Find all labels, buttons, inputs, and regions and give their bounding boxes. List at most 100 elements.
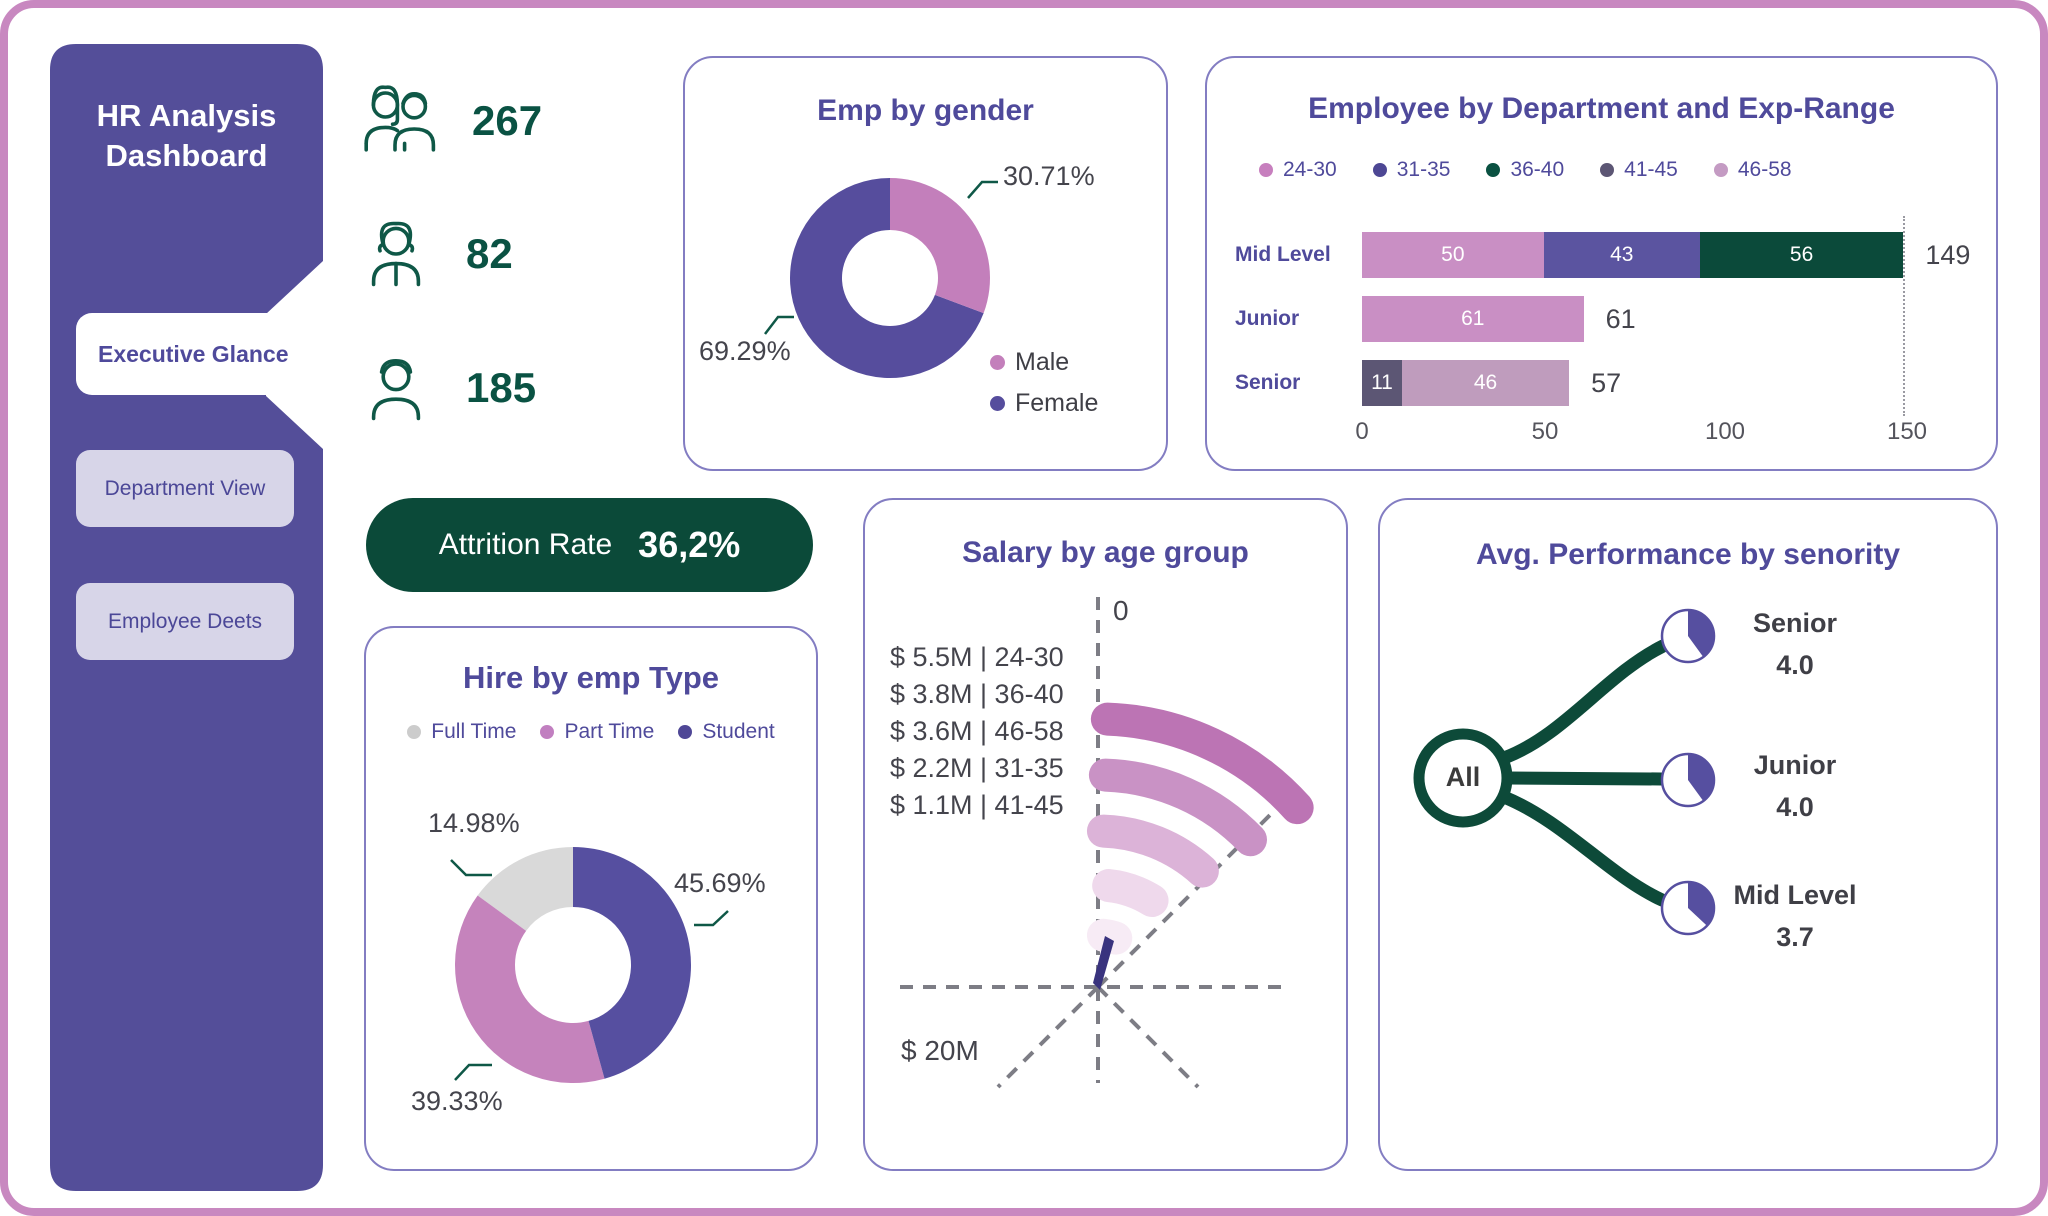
gauge-value-label: $ 1.1M | 41-45 (890, 790, 1064, 820)
gauge-arc-41-45[interactable] (1086, 918, 1133, 955)
legend-dot (1486, 163, 1501, 177)
tree-node-wedge (1688, 882, 1714, 926)
card-hire-by-emp-type: Hire by emp Type Full Time Part Time Stu… (364, 626, 818, 1171)
category-label: Mid Level (1235, 243, 1331, 266)
slice-percent-label: 39.33% (411, 1086, 503, 1116)
legend-label: 46-58 (1737, 158, 1792, 181)
donut-slice-full-time[interactable] (477, 847, 573, 931)
stacked-bar-plot: Mid Level Junior Senior 50 43 56 149 61 61 11 4… (1207, 58, 1996, 469)
donut-slice-part-time[interactable] (455, 895, 605, 1083)
legend-dot (1259, 163, 1273, 177)
x-tick: 100 (1704, 418, 1746, 445)
legend-label: Student (702, 720, 775, 743)
chart-title: Avg. Performance by senority (1475, 538, 1901, 571)
card-employee-by-department: Employee by Department and Exp-Range 24-… (1205, 56, 1998, 471)
tree-root-node[interactable] (1413, 728, 1513, 828)
legend-dot (540, 725, 555, 739)
legend-dot (990, 396, 1005, 411)
gauge-value-list: $ 5.5M | 24-30 $ 3.8M | 36-40 $ 3.6M | 4… (890, 642, 1064, 827)
node-label: Senior (1752, 608, 1838, 638)
gauge-arc-31-35[interactable] (1092, 869, 1169, 917)
legend-label: Female (1015, 389, 1099, 417)
gauge-arc-46-58[interactable] (1086, 814, 1219, 888)
legend-dot (990, 355, 1005, 370)
callout-line (764, 315, 794, 335)
slice-percent-label: 45.69% (674, 868, 766, 898)
callout-line (967, 180, 998, 199)
donut-slice-student[interactable] (573, 847, 691, 1079)
legend-dot (407, 725, 422, 739)
legend-dot (678, 725, 693, 739)
attrition-value: 36,2% (638, 524, 741, 565)
stat-value: 267 (472, 97, 543, 144)
slice-percent-label: 30.71% (1003, 161, 1095, 191)
callout-line (454, 1063, 492, 1081)
x-tick: 50 (1531, 418, 1559, 445)
node-rating: 4.0 (1776, 650, 1814, 680)
legend: Male Female (990, 348, 1098, 418)
gauge-value-label: $ 5.5M | 24-30 (890, 642, 1064, 672)
bar-segment-31-35[interactable]: 43 (1543, 232, 1700, 278)
legend-item: Male (990, 348, 1069, 377)
sidebar-item-employee-deets[interactable]: Employee Deets (76, 583, 294, 660)
performance-tree-chart (1413, 608, 1716, 936)
attrition-rate-badge: Attrition Rate 36,2% (366, 498, 813, 592)
tree-node-wedge (1688, 754, 1714, 802)
nav-label: Employee Deets (107, 609, 263, 633)
card-emp-by-gender: Emp by gender 30.71% 69.29% Male Female (683, 56, 1168, 471)
category-label: Junior (1235, 307, 1300, 330)
legend-label: 36-40 (1510, 158, 1565, 181)
sidebar-item-department-view[interactable]: Department View (76, 450, 294, 527)
legend-dot (1713, 163, 1728, 177)
donut-slice-female[interactable] (790, 178, 984, 378)
callout-line (450, 859, 492, 877)
bar-total-label: 149 (1925, 240, 1971, 270)
hire-donut-chart (450, 847, 729, 1083)
gender-donut-chart (764, 178, 998, 378)
legend: 24-30 31-35 36-40 41-45 46-58 (1259, 158, 1792, 182)
legend-dot (1600, 163, 1615, 177)
gauge-value-label: $ 3.6M | 46-58 (890, 716, 1064, 746)
category-label: Senior (1235, 371, 1301, 394)
gauge-needle (1093, 936, 1114, 990)
gauge-value-label: $ 3.8M | 36-40 (890, 679, 1064, 709)
reference-line (1903, 216, 1905, 416)
man-icon (371, 359, 421, 421)
slice-percent-label: 69.29% (699, 336, 791, 366)
legend-label: Male (1015, 348, 1070, 376)
legend-label: 24-30 (1283, 158, 1337, 181)
sidebar-item-executive-glance[interactable]: Executive Glance (76, 313, 361, 395)
chart-title: Emp by gender (817, 94, 1034, 127)
node-rating: 4.0 (1776, 792, 1814, 822)
chart-title: Salary by age group (962, 536, 1249, 569)
tree-root-label: All (1445, 762, 1481, 792)
salary-gauge-chart (900, 597, 1314, 1089)
legend-label: Part Time (564, 720, 655, 743)
legend: Full Time Part Time Student (366, 720, 816, 744)
bar-segment-24-30[interactable]: 50 (1362, 232, 1544, 278)
legend-dot (1372, 163, 1387, 177)
gauge-zero-label: 0 (1113, 595, 1129, 626)
attrition-label: Attrition Rate (438, 528, 613, 561)
legend-label: Full Time (431, 720, 517, 743)
bar-segment-24-30[interactable]: 61 (1362, 296, 1584, 342)
gauge-max-label: $ 20M (901, 1035, 979, 1066)
gauge-arc-24-30[interactable] (1090, 702, 1314, 825)
legend-item: Female (990, 389, 1098, 418)
bar-segment-41-45[interactable]: 11 (1362, 360, 1402, 406)
stat-value: 185 (466, 364, 537, 411)
bar-segment-36-40[interactable]: 56 (1699, 232, 1904, 278)
stat-female-employees: 82 (356, 211, 513, 297)
gauge-arc-36-40[interactable] (1088, 758, 1267, 857)
card-avg-performance: Avg. Performance by senority All Senior … (1378, 498, 1998, 1171)
chart-title: Employee by Department and Exp-Range (1308, 92, 1895, 125)
gauge-value-label: $ 2.2M | 31-35 (890, 753, 1064, 783)
nav-label: Department View (104, 476, 266, 500)
bar-segment-46-58[interactable]: 46 (1401, 360, 1570, 406)
woman-icon (371, 221, 421, 287)
node-label: Mid Level (1733, 880, 1857, 910)
node-label: Junior (1753, 750, 1837, 780)
legend-label: 41-45 (1624, 158, 1678, 181)
donut-slice-male[interactable] (890, 178, 990, 314)
